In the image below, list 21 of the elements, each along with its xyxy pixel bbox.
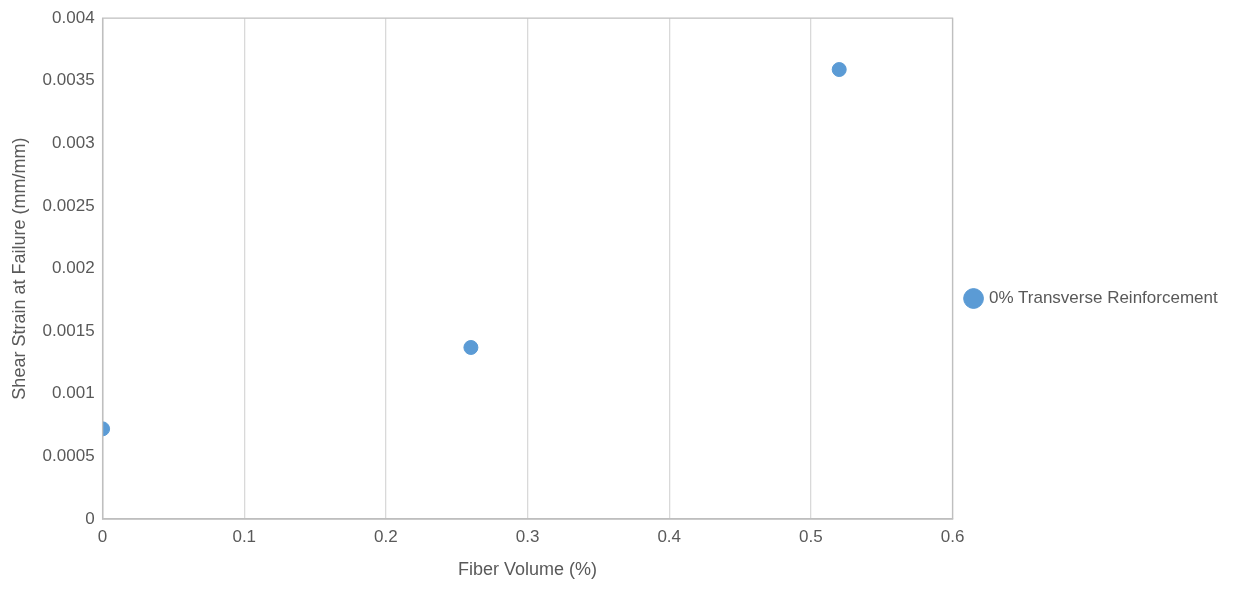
x-tick-label: 0.1 [232, 526, 257, 546]
x-tick-label: 0.4 [657, 526, 682, 546]
x-tick-label: 0.6 [940, 526, 965, 546]
y-tick-label: 0 [85, 508, 95, 528]
y-tick-label: 0.001 [52, 383, 95, 403]
x-tick-label: 0 [97, 526, 108, 546]
y-tick-label: 0.0015 [42, 320, 95, 340]
x-axis-title: Fiber Volume (%) [458, 559, 598, 580]
y-axis-title: Shear Strain at Failure (mm/mm) [8, 137, 29, 400]
x-tick-label: 0.5 [799, 526, 823, 546]
y-tick-label: 0.002 [52, 258, 95, 278]
y-tick-label: 0.0005 [42, 446, 95, 466]
point [463, 339, 479, 355]
y-tick-label: 0.0025 [42, 195, 95, 215]
legend-label: 0% Transverse Reinforcement [989, 288, 1218, 308]
point [831, 62, 847, 78]
y-tick-label: 0.004 [52, 7, 95, 27]
x-tick-label: 0.3 [515, 526, 540, 546]
y-tick-label: 0.003 [52, 133, 95, 153]
x-tick-label: 0.2 [374, 526, 398, 546]
y-tick-label: 0.0035 [42, 70, 95, 90]
